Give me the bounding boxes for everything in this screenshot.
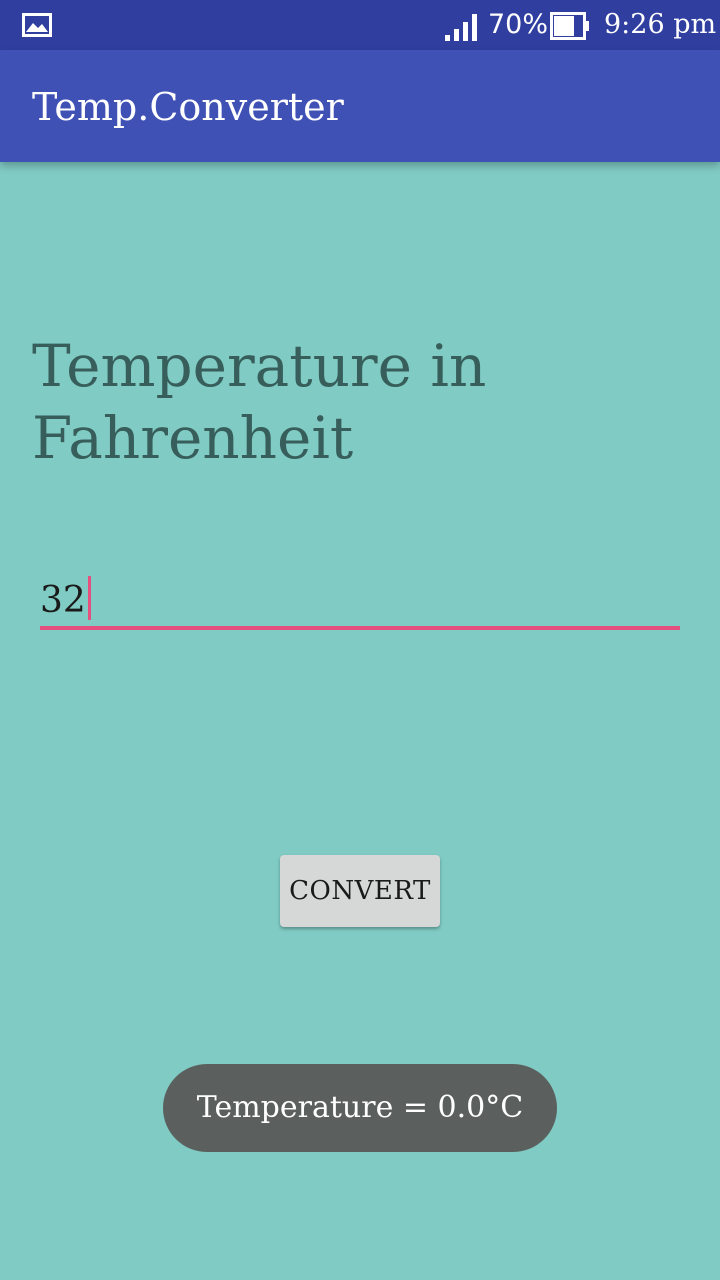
- app-title: Temp.Converter: [32, 85, 344, 129]
- page-heading: Temperature in Fahrenheit: [32, 332, 487, 472]
- clock: 9:26 pm: [604, 9, 717, 40]
- gallery-icon: [22, 13, 52, 37]
- battery-icon: [550, 12, 589, 40]
- battery-percent: 70%: [488, 9, 549, 40]
- result-toast: Temperature = 0.0°C: [163, 1064, 557, 1152]
- app-bar: Temp.Converter: [0, 50, 720, 162]
- fahrenheit-input-value: 32: [40, 576, 91, 625]
- fahrenheit-input[interactable]: 32: [40, 572, 680, 630]
- signal-icon: [445, 14, 477, 41]
- convert-button[interactable]: CONVERT: [280, 855, 440, 927]
- status-bar: 70% 9:26 pm: [0, 0, 720, 50]
- text-cursor: [87, 576, 91, 620]
